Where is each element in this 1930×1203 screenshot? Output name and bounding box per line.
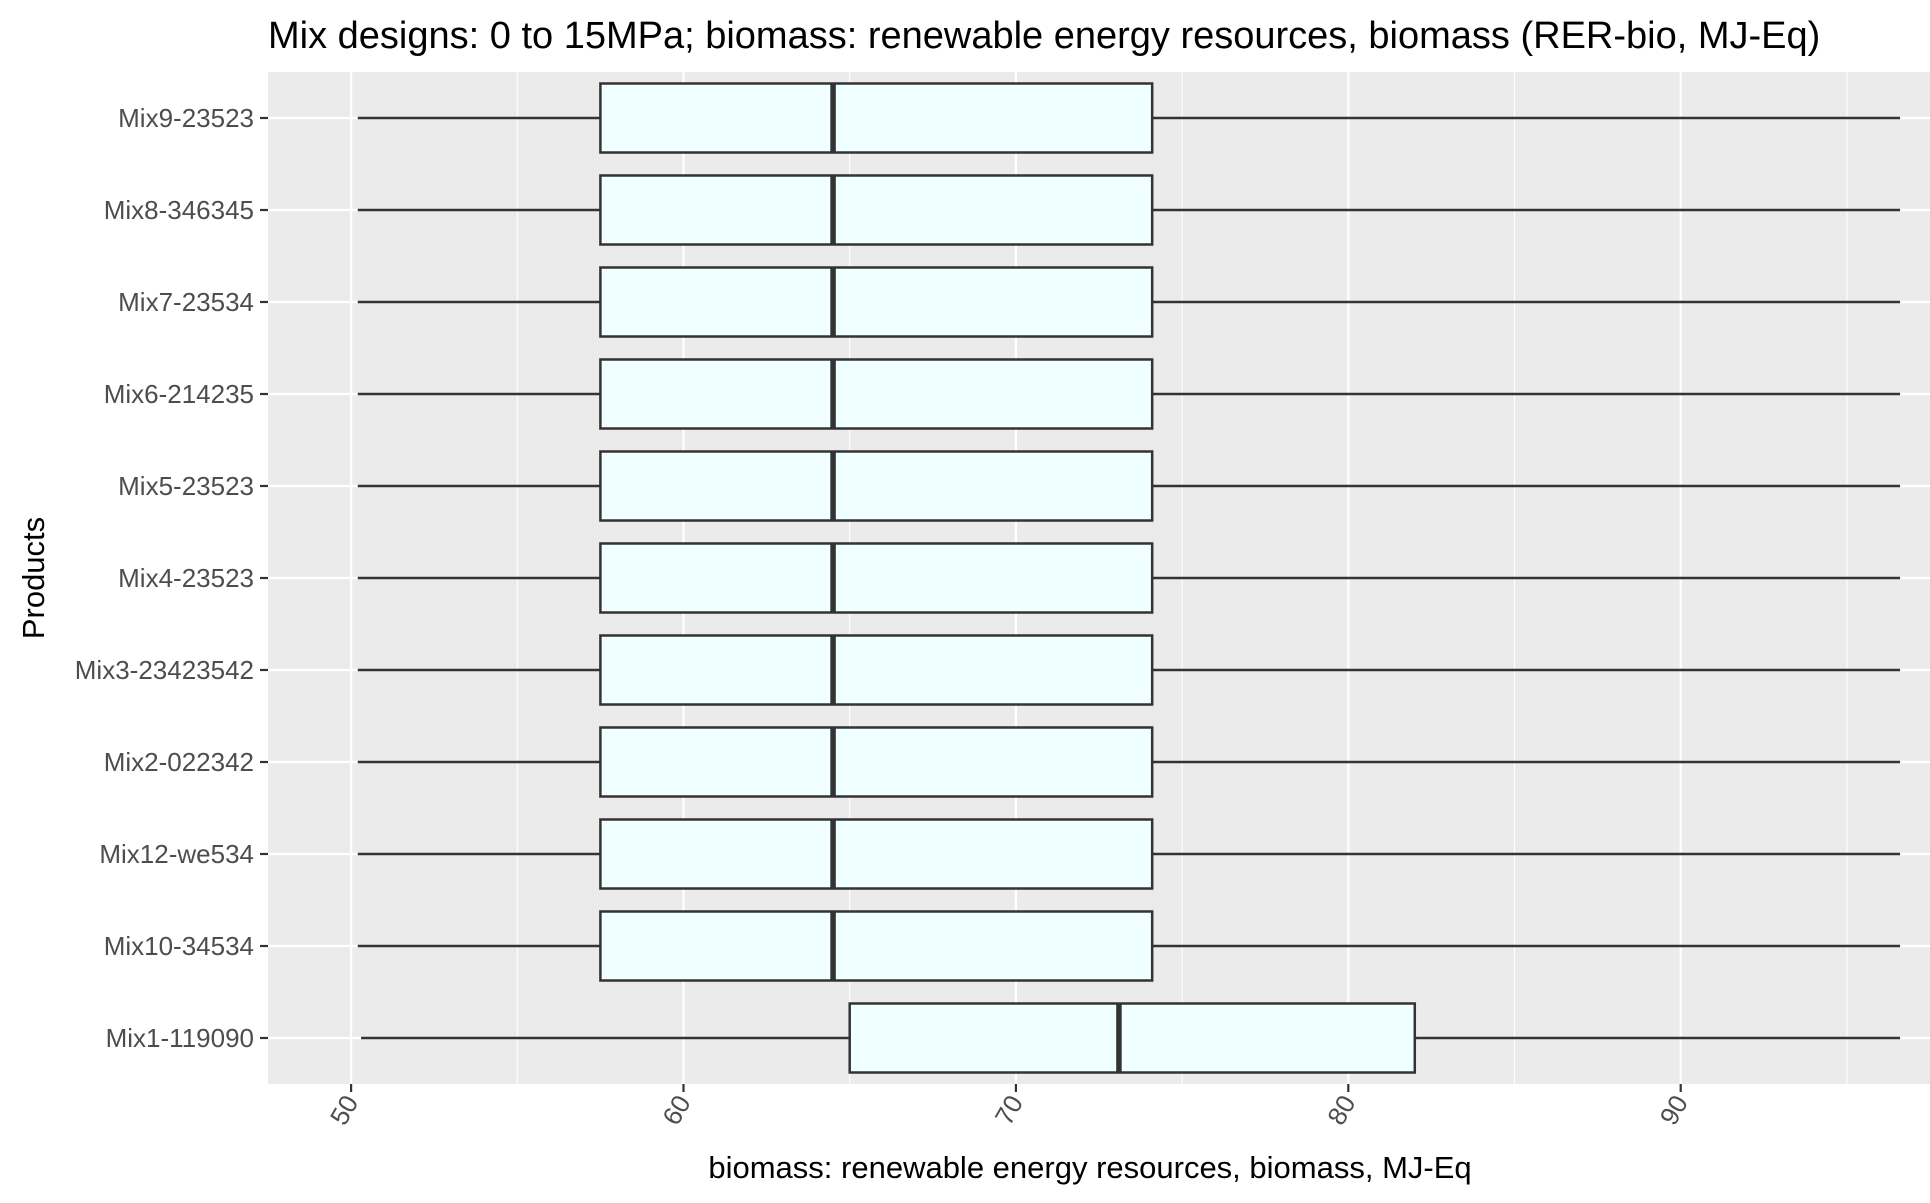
box-Mix9-23523: [357, 82, 1901, 154]
y-tick-label: Mix10-34534: [104, 931, 254, 961]
x-tick-label: 70: [989, 1090, 1029, 1130]
box-iqr: [848, 1002, 1417, 1074]
box-iqr: [599, 82, 1154, 154]
box-Mix8-346345: [357, 174, 1901, 246]
chart-title: Mix designs: 0 to 15MPa; biomass: renewa…: [268, 15, 1820, 57]
box-iqr: [599, 634, 1154, 706]
y-tick-label: Mix1-119090: [106, 1023, 254, 1053]
y-tick-label: Mix4-23523: [118, 563, 254, 593]
box-iqr: [599, 174, 1154, 246]
y-tick-label: Mix2-022342: [104, 747, 254, 777]
box-series: [357, 82, 1901, 1074]
box-Mix4-23523: [357, 542, 1901, 614]
box-iqr: [599, 266, 1154, 338]
x-tick-label: 90: [1653, 1090, 1693, 1130]
x-axis: 50 60 70 80 90: [324, 1084, 1694, 1130]
y-tick-label: Mix5-23523: [118, 471, 254, 501]
box-iqr: [599, 450, 1154, 522]
box-iqr: [599, 542, 1154, 614]
box-Mix5-23523: [357, 450, 1901, 522]
box-Mix10-34534: [357, 910, 1901, 982]
x-axis-title: biomass: renewable energy resources, bio…: [708, 1150, 1471, 1185]
y-tick-label: Mix3-23423542: [75, 655, 254, 685]
box-iqr: [599, 818, 1154, 890]
y-tick-label: Mix9-23523: [118, 103, 254, 133]
box-iqr: [599, 726, 1154, 798]
box-Mix12-we534: [357, 818, 1901, 890]
box-iqr: [599, 910, 1154, 982]
x-tick-label: 80: [1321, 1090, 1361, 1130]
box-Mix1-119090: [361, 1002, 1901, 1074]
y-tick-label: Mix12-we534: [99, 839, 254, 869]
box-Mix7-23534: [357, 266, 1901, 338]
box-Mix2-022342: [357, 726, 1901, 798]
box-Mix6-214235: [357, 358, 1901, 430]
y-tick-label: Mix6-214235: [104, 379, 254, 409]
y-axis-title: Products: [16, 517, 51, 639]
box-Mix3-23423542: [357, 634, 1901, 706]
x-tick-label: 60: [656, 1090, 696, 1130]
y-axis: Mix1-119090 Mix10-34534 Mix12-we534 Mix2-02…: [75, 103, 268, 1053]
y-tick-label: Mix7-23534: [118, 287, 254, 317]
box-iqr: [599, 358, 1154, 430]
x-tick-label: 50: [324, 1090, 364, 1130]
y-tick-label: Mix8-346345: [104, 195, 254, 225]
